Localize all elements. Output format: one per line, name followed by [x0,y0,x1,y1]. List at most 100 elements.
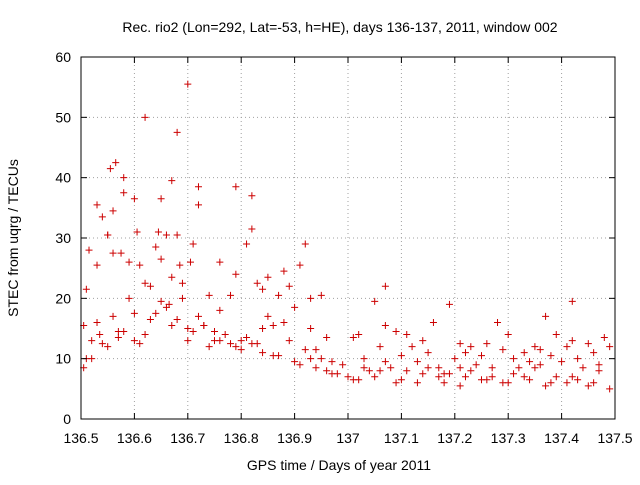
y-tick-label: 60 [55,49,71,65]
data-point [360,355,368,363]
data-point [568,373,576,381]
data-point [216,258,224,266]
data-point [109,312,117,320]
data-point [120,189,128,197]
data-point [510,370,518,378]
x-tick-label: 137.5 [597,430,632,446]
data-point [104,231,112,239]
data-point [413,379,421,387]
data-point [176,261,184,269]
data-point [125,258,133,266]
data-point [365,367,373,375]
data-point [381,321,389,329]
data-point [264,312,272,320]
data-point [461,349,469,357]
data-point [157,195,165,203]
x-tick-label: 137.2 [437,430,472,446]
data-point [227,291,235,299]
data-point [563,379,571,387]
data-point [312,364,320,372]
data-point [88,337,96,345]
data-point [349,376,357,384]
x-tick-label: 137.1 [384,430,419,446]
data-point [205,291,213,299]
x-tick-label: 136.6 [117,430,152,446]
x-tick-label: 137.4 [544,430,579,446]
data-point [232,270,240,278]
data-point [371,297,379,305]
data-point [248,225,256,233]
data-point [547,352,555,360]
y-tick-label: 10 [55,351,71,367]
data-point [248,192,256,200]
data-point [168,321,176,329]
data-point [488,364,496,372]
data-point [173,231,181,239]
data-point [216,337,224,345]
data-point [323,367,331,375]
data-point [125,294,133,302]
data-point [499,346,507,354]
data-point [595,361,603,369]
data-point [93,318,101,326]
y-tick-label: 30 [55,230,71,246]
data-point [392,379,400,387]
data-point [248,340,256,348]
data-point [232,183,240,191]
data-point [590,379,598,387]
data-point [494,318,502,326]
data-point [136,261,144,269]
data-point [291,303,299,311]
x-tick-label: 136.7 [170,430,205,446]
data-point [307,355,315,363]
data-point [424,364,432,372]
data-point [285,337,293,345]
axis-ticks: 136.5 136.6 136.7 136.8 136.9 137 137.1 137.2 13… [55,49,632,446]
data-point [478,352,485,360]
data-point [307,294,315,302]
data-point [296,361,304,369]
data-point [584,382,592,390]
data-point [381,282,389,290]
data-point [392,328,400,336]
data-point [531,364,539,372]
data-point [307,325,315,332]
data-point [440,379,448,387]
data-point [186,258,194,266]
data-point [93,201,101,209]
data-point [157,297,165,305]
data-point [275,352,283,360]
data-point [568,337,576,345]
data-point [456,364,464,372]
x-axis-label: GPS time / Days of year 2011 [247,457,431,473]
data-point [424,349,432,357]
data-point [280,318,288,326]
data-point [194,201,202,209]
data-point [376,343,384,351]
data-point [467,367,475,375]
data-point [168,177,176,185]
data-point [259,285,267,293]
data-point [579,364,587,372]
data-point [178,294,186,302]
data-point [109,207,117,215]
data-point [130,337,138,345]
data-point [376,367,384,375]
data-point [211,328,218,336]
data-point [328,370,336,378]
data-point [445,370,453,378]
data-point [397,352,405,360]
data-point [526,376,534,384]
data-point [344,373,352,381]
data-point [584,340,592,348]
data-point [152,243,160,251]
data-point [317,355,325,363]
data-point [96,331,104,339]
data-point [184,337,192,345]
data-point [130,309,138,317]
data-point [499,379,507,387]
data-point [526,358,534,366]
data-point [168,273,176,281]
